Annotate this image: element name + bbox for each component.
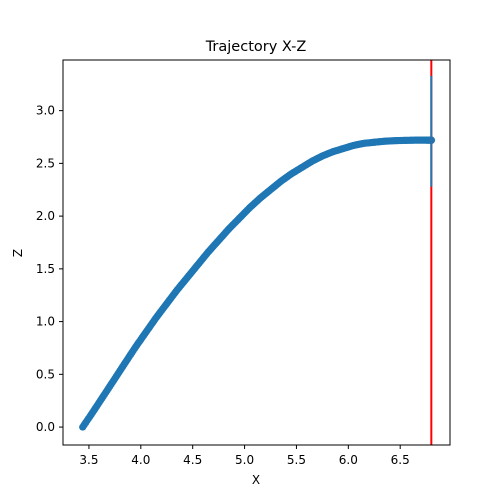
y-tick-label: 0.5 [36,367,55,381]
y-tick-label: 3.0 [36,104,55,118]
y-tick-label: 1.0 [36,315,55,329]
x-tick-label: 4.5 [183,453,202,467]
x-tick-label: 5.0 [235,453,254,467]
x-tick-label: 6.0 [339,453,358,467]
y-axis-label: Z [11,249,25,257]
x-tick-label: 3.5 [79,453,98,467]
axes-frame [62,59,451,446]
axes: 3.5 4.0 4.5 5.0 5.5 6.0 6.5 0.0 0.5 1.0 1.5 2.0 2.5 3… [36,59,451,467]
y-tick-label: 1.5 [36,262,55,276]
y-tick-label: 2.0 [36,209,55,223]
y-tick-label: 0.0 [36,420,55,434]
y-tick-label: 2.5 [36,156,55,170]
x-axis-label: X [252,473,260,487]
plot-area [79,60,436,445]
x-tick-label: 4.0 [131,453,150,467]
x-tick-label: 5.5 [287,453,306,467]
chart-title: Trajectory X-Z [205,39,307,55]
x-tick-label: 6.5 [391,453,410,467]
